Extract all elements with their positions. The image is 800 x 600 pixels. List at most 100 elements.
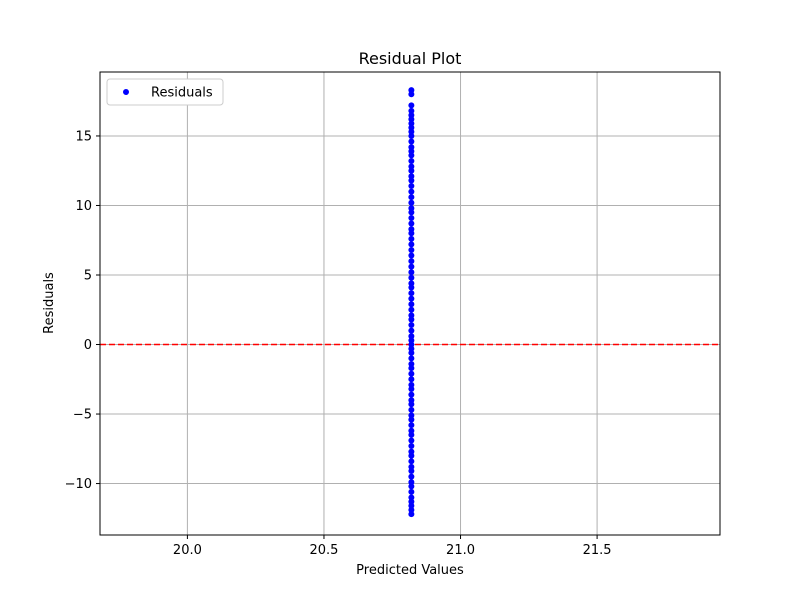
residual-point	[408, 437, 415, 444]
residual-point	[408, 214, 415, 221]
residual-point	[408, 431, 415, 438]
residual-point	[408, 370, 415, 377]
residual-point	[408, 188, 415, 195]
residual-point	[408, 412, 415, 419]
residual-point	[408, 488, 415, 495]
residual-point	[408, 443, 415, 450]
residual-point	[408, 269, 415, 276]
residual-point	[408, 138, 415, 145]
x-tick-label: 21.5	[583, 543, 612, 558]
y-tick-label: −10	[65, 477, 92, 492]
y-tick-label: −5	[73, 408, 92, 423]
residual-point	[408, 177, 415, 184]
residual-point	[408, 124, 415, 131]
residual-point	[408, 280, 415, 287]
residual-point	[408, 173, 415, 180]
y-tick-label: 10	[75, 199, 92, 214]
residual-point	[408, 87, 415, 94]
legend-marker	[123, 89, 129, 95]
residual-point	[408, 157, 415, 164]
x-ticks: 20.0 20.5 21.0 21.5	[173, 535, 612, 558]
residual-point	[408, 473, 415, 480]
residual-point	[408, 226, 415, 233]
residual-point	[408, 241, 415, 248]
residual-point	[408, 506, 415, 513]
residual-point	[408, 284, 415, 291]
residual-point	[408, 235, 415, 242]
residual-point	[408, 386, 415, 393]
residual-point	[408, 376, 415, 383]
residual-point	[408, 112, 415, 119]
residual-point	[408, 360, 415, 367]
residual-point	[408, 391, 415, 398]
residual-point	[408, 128, 415, 135]
x-tick-label: 20.0	[173, 543, 202, 558]
legend: Residuals	[106, 78, 224, 106]
residual-point	[408, 194, 415, 201]
residual-point	[408, 312, 415, 319]
residual-point	[408, 306, 415, 313]
y-ticks: −10 −5 0 5 10 15	[65, 129, 100, 492]
residual-point	[408, 116, 415, 123]
plot-frame	[99, 71, 721, 536]
residual-point	[408, 322, 415, 329]
residual-point	[408, 205, 415, 212]
residual-point	[408, 230, 415, 237]
residual-point	[408, 163, 415, 170]
x-axis-label: Predicted Values	[356, 563, 464, 578]
residual-point	[408, 252, 415, 259]
residual-point	[408, 337, 415, 344]
y-tick-label: 15	[75, 129, 92, 144]
residual-point	[408, 91, 415, 98]
residual-point	[408, 427, 415, 434]
residual-point	[408, 333, 415, 340]
residual-point	[408, 502, 415, 509]
residual-point	[408, 345, 415, 352]
legend-box	[106, 78, 224, 106]
residual-point	[408, 452, 415, 459]
residual-point	[408, 120, 415, 127]
residual-point	[408, 365, 415, 372]
residual-point	[408, 258, 415, 265]
residual-point	[408, 220, 415, 227]
x-tick-label: 20.5	[309, 543, 338, 558]
residual-point	[408, 295, 415, 302]
residual-point	[408, 355, 415, 362]
residual-point	[408, 144, 415, 151]
x-tick-label: 21.0	[446, 543, 475, 558]
residual-point	[408, 301, 415, 308]
residual-point	[408, 132, 415, 139]
residual-point	[408, 458, 415, 465]
points-layer	[408, 87, 415, 518]
residual-point	[408, 246, 415, 253]
residual-point	[408, 422, 415, 429]
residual-point	[408, 483, 415, 490]
legend-label: Residuals	[151, 86, 213, 101]
residual-point	[408, 274, 415, 281]
residual-point	[408, 263, 415, 270]
residual-point	[408, 107, 415, 114]
residual-point	[408, 290, 415, 297]
residual-point	[408, 494, 415, 501]
residual-point	[408, 102, 415, 109]
residual-point	[408, 183, 415, 190]
y-axis-label: Residuals	[42, 272, 57, 334]
residual-point	[408, 401, 415, 408]
residual-point	[408, 167, 415, 174]
chart-title: Residual Plot	[359, 49, 462, 68]
residual-point	[408, 511, 415, 518]
residual-point	[408, 209, 415, 216]
residual-point	[408, 316, 415, 323]
residual-point	[408, 463, 415, 470]
residual-point	[408, 416, 415, 423]
residual-point	[408, 199, 415, 206]
residual-point	[408, 349, 415, 356]
residual-point	[408, 448, 415, 455]
residual-point	[408, 341, 415, 348]
residual-point	[408, 381, 415, 388]
residual-point	[408, 148, 415, 155]
residual-point	[408, 397, 415, 404]
y-tick-label: 5	[84, 268, 92, 283]
residual-point	[408, 468, 415, 475]
